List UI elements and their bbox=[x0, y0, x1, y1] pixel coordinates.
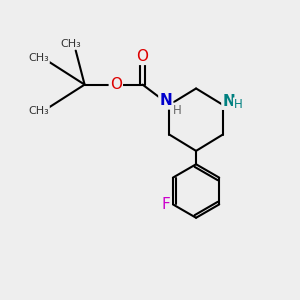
Text: N: N bbox=[222, 94, 235, 109]
Text: CH₃: CH₃ bbox=[28, 106, 49, 116]
Text: H: H bbox=[173, 104, 182, 117]
Text: F: F bbox=[162, 197, 171, 212]
Text: CH₃: CH₃ bbox=[28, 53, 49, 63]
Text: O: O bbox=[110, 77, 122, 92]
Text: H: H bbox=[234, 98, 243, 111]
Text: CH₃: CH₃ bbox=[61, 39, 82, 49]
Text: O: O bbox=[136, 49, 148, 64]
Text: N: N bbox=[159, 94, 172, 109]
